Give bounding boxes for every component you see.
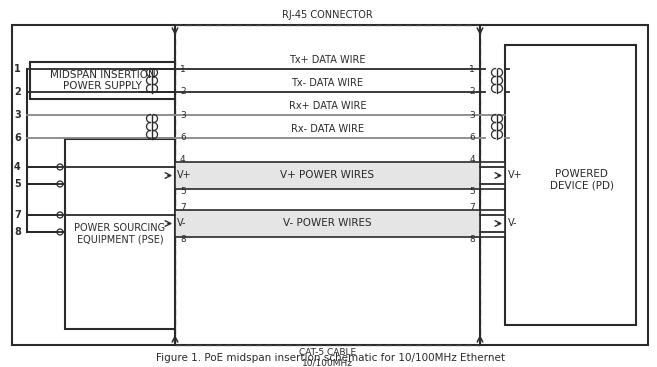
Text: Rx- DATA WIRE: Rx- DATA WIRE — [291, 124, 364, 134]
Bar — [480, 162, 505, 189]
Text: 2: 2 — [14, 87, 21, 97]
Bar — [175, 210, 480, 237]
Text: V-: V- — [177, 218, 187, 229]
Bar — [480, 210, 505, 237]
Text: V+: V+ — [177, 171, 192, 181]
Text: Tx+ DATA WIRE: Tx+ DATA WIRE — [289, 55, 366, 65]
Text: 2: 2 — [180, 87, 186, 97]
Bar — [65, 139, 175, 329]
Text: Rx+ DATA WIRE: Rx+ DATA WIRE — [288, 101, 366, 111]
Text: Figure 1. PoE midspan insertion schematic for 10/100MHz Ethernet: Figure 1. PoE midspan insertion schemati… — [156, 353, 505, 363]
Text: 8: 8 — [180, 235, 186, 244]
Text: POWERED
DEVICE (PD): POWERED DEVICE (PD) — [549, 169, 614, 191]
Text: 4: 4 — [469, 155, 475, 164]
Text: 5: 5 — [469, 187, 475, 196]
Text: MIDSPAN INSERTION
POWER SUPPLY: MIDSPAN INSERTION POWER SUPPLY — [50, 70, 155, 91]
Text: 7: 7 — [469, 203, 475, 212]
Text: CAT-5 CABLE
10/100MHz: CAT-5 CABLE 10/100MHz — [299, 348, 356, 367]
Text: V-: V- — [508, 218, 518, 229]
Text: 7: 7 — [14, 210, 21, 220]
Text: V- POWER WIRES: V- POWER WIRES — [283, 218, 372, 229]
Bar — [12, 25, 648, 345]
Text: 5: 5 — [14, 179, 21, 189]
Text: 8: 8 — [469, 235, 475, 244]
Text: 6: 6 — [14, 133, 21, 143]
Text: 7: 7 — [180, 203, 186, 212]
Text: 1: 1 — [469, 65, 475, 73]
Text: 1: 1 — [180, 65, 186, 73]
Text: 4: 4 — [14, 162, 21, 172]
Text: 6: 6 — [469, 134, 475, 142]
Text: 3: 3 — [469, 110, 475, 120]
Text: Tx- DATA WIRE: Tx- DATA WIRE — [292, 78, 363, 88]
Text: 5: 5 — [180, 187, 186, 196]
Text: 1: 1 — [14, 64, 21, 74]
Text: 2: 2 — [469, 87, 475, 97]
Bar — [175, 162, 480, 189]
Text: 6: 6 — [180, 134, 186, 142]
Text: 3: 3 — [180, 110, 186, 120]
Text: V+ POWER WIRES: V+ POWER WIRES — [281, 171, 374, 181]
Bar — [505, 45, 636, 325]
Text: 4: 4 — [180, 155, 186, 164]
Text: 3: 3 — [14, 110, 21, 120]
Text: V+: V+ — [508, 171, 522, 181]
Text: POWER SOURCING
EQUIPMENT (PSE): POWER SOURCING EQUIPMENT (PSE) — [74, 223, 166, 245]
Text: RJ-45 CONNECTOR: RJ-45 CONNECTOR — [282, 10, 373, 20]
Text: 8: 8 — [14, 227, 21, 237]
Bar — [30, 62, 175, 99]
